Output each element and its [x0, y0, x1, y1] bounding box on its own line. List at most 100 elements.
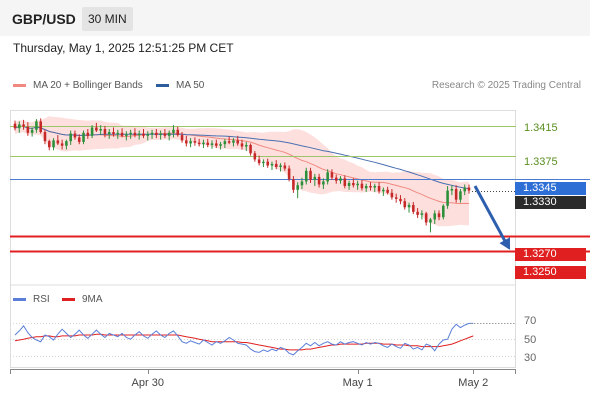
rsi9-line	[14, 333, 474, 351]
candle-body	[163, 133, 167, 136]
ma50-swatch	[156, 84, 169, 87]
candle-body	[429, 219, 432, 223]
interval-badge[interactable]: 30 MIN	[82, 7, 133, 31]
candle-body	[180, 135, 184, 141]
candle-body	[317, 176, 321, 185]
candle-body	[433, 213, 437, 220]
rsi-level-70: 70	[524, 315, 537, 327]
candle-body	[26, 126, 30, 133]
candle-body	[274, 163, 278, 167]
candle-body	[442, 205, 445, 218]
candle-body	[43, 132, 47, 142]
rsi-level-30: 30	[524, 352, 537, 364]
rsi-line	[14, 322, 474, 356]
candle-body	[86, 132, 90, 136]
candle-body	[189, 141, 192, 144]
candle-body	[382, 189, 385, 192]
legend-ma50: MA 50	[156, 80, 204, 91]
candle-body	[334, 177, 338, 181]
candle-body	[309, 170, 312, 180]
candle-body	[412, 205, 415, 212]
candle-body	[446, 190, 449, 206]
rsi9-label: 9MA	[82, 294, 103, 305]
legend-rsi9: 9MA	[62, 294, 103, 305]
candle-body	[240, 143, 244, 147]
candle-body	[399, 198, 402, 202]
datetime-label: Thursday, May 1, 2025 12:51:25 PM CET	[13, 41, 234, 55]
candle-body	[249, 144, 252, 154]
candle-body	[454, 189, 458, 200]
candle-body	[99, 129, 102, 131]
candle-body	[77, 137, 81, 142]
candle-body	[403, 201, 407, 208]
support-tag-2: 1.3250	[515, 266, 586, 279]
candle-body	[304, 170, 308, 182]
candle-body	[176, 129, 180, 136]
candle-body	[219, 144, 222, 146]
candle-body	[17, 124, 21, 129]
plot-frame	[10, 110, 516, 368]
candle-body	[364, 186, 368, 189]
candle-body	[150, 132, 154, 135]
legend-bb: MA 20 + Bollinger Bands	[13, 80, 143, 91]
x-label-may2: May 2	[458, 377, 489, 389]
legend-rsi: RSI	[13, 294, 50, 305]
candle-body	[60, 143, 64, 146]
candle-body	[215, 143, 218, 146]
candle-body	[197, 142, 201, 145]
candle-body	[125, 134, 128, 136]
candle-body	[120, 132, 124, 136]
candle-body	[463, 187, 467, 192]
candle-body	[185, 140, 188, 144]
candle-body	[56, 140, 60, 144]
chart-header: GBP/USD 30 MIN	[0, 0, 590, 36]
candle-body	[330, 172, 334, 178]
candle-body	[202, 142, 205, 145]
candle-body	[116, 132, 120, 135]
candle-body	[155, 132, 158, 136]
candle-body	[326, 172, 329, 182]
candle-body	[257, 159, 261, 164]
candle-body	[300, 181, 304, 186]
candle-body	[360, 183, 364, 189]
candle-body	[377, 186, 381, 192]
candle-body	[390, 192, 394, 198]
last-price-tag: 1.3330	[515, 196, 586, 209]
bb-swatch	[13, 84, 26, 87]
candle-body	[210, 143, 214, 145]
candle-body	[146, 134, 150, 136]
candle-body	[450, 189, 454, 191]
bb-label: MA 20 + Bollinger Bands	[33, 80, 143, 91]
candle-body	[313, 176, 317, 180]
x-label-apr30: Apr 30	[131, 377, 164, 389]
candle-body	[283, 165, 287, 169]
candle-body	[129, 132, 132, 135]
symbol-title: GBP/USD	[12, 11, 76, 27]
candle-body	[227, 141, 231, 143]
candle-body	[394, 197, 398, 199]
candle-body	[47, 141, 51, 148]
candle-body	[103, 129, 107, 135]
forecast-arrow-shaft	[473, 185, 509, 246]
candle-body	[347, 182, 351, 186]
candle-body	[137, 133, 141, 136]
candle-body	[244, 144, 248, 147]
x-label-may1: May 1	[342, 377, 373, 389]
candle-body	[193, 141, 197, 143]
candle-body	[52, 140, 55, 148]
candle-body	[107, 132, 111, 135]
candle-body	[339, 178, 342, 181]
credit-label: Research © 2025 Trading Central	[431, 80, 581, 91]
candle-body	[232, 140, 235, 143]
candle-body	[437, 213, 441, 218]
candle-body	[356, 183, 359, 186]
candle-body	[73, 133, 77, 138]
candle-body	[30, 129, 34, 133]
candle-body	[236, 140, 240, 144]
candle-body	[22, 124, 25, 127]
pivot-tag: 1.3345	[515, 182, 586, 195]
candle-body	[424, 213, 428, 223]
rsi9-swatch	[62, 298, 75, 301]
candle-body	[13, 123, 17, 129]
